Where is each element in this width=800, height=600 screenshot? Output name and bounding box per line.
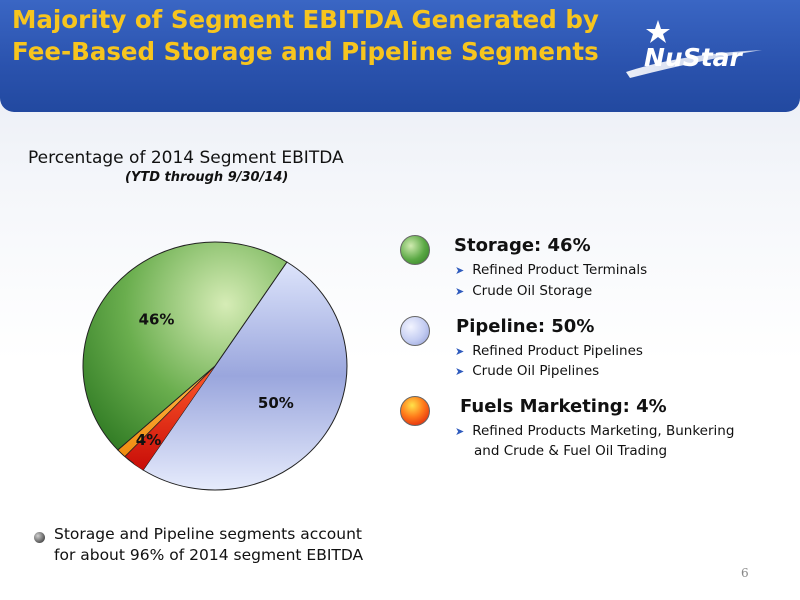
legend-heading-storage: Storage: 46% <box>454 235 591 256</box>
chart-title: Percentage of 2014 Segment EBITDA <box>28 148 344 168</box>
arrow-icon: ➤ <box>455 345 465 358</box>
legend-heading-fuels-marketing: Fuels Marketing: 4% <box>460 396 667 417</box>
logo-text: NuStar <box>644 43 744 72</box>
page-title: Majority of Segment EBITDA Generated by … <box>12 5 599 66</box>
legend-item: ➤ Crude Oil Pipelines <box>455 363 600 379</box>
legend-heading-pipeline: Pipeline: 50% <box>456 316 595 337</box>
pie-slice-storage <box>82 241 288 451</box>
pie-slice-fuels-marketing-shade <box>133 366 215 470</box>
bullet-icon <box>34 532 45 543</box>
legend-item: ➤ Refined Product Pipelines <box>455 343 643 359</box>
page-number: 6 <box>741 566 749 580</box>
header-banner: Majority of Segment EBITDA Generated by … <box>0 0 800 112</box>
arrow-icon: ➤ <box>455 285 465 298</box>
pie-label-pipeline: 50% <box>258 394 294 412</box>
arrow-icon: ➤ <box>455 264 465 277</box>
legend-swatch-storage <box>400 235 430 265</box>
legend-swatch-pipeline <box>400 316 430 346</box>
nustar-logo: NuStar <box>626 20 762 78</box>
pie-chart: 50% 4% 46% <box>82 241 348 491</box>
legend-item-continuation: and Crude & Fuel Oil Trading <box>474 443 668 459</box>
pie-slice-pipeline <box>142 261 348 491</box>
summary-note: Storage and Pipeline segments account fo… <box>54 525 364 564</box>
chart-subtitle: (YTD through 9/30/14) <box>125 170 289 185</box>
legend-item: ➤ Refined Product Terminals <box>455 262 648 278</box>
legend-item: ➤ Refined Products Marketing, Bunkering <box>455 423 735 439</box>
pie-label-storage: 46% <box>139 311 175 329</box>
legend-item: ➤ Crude Oil Storage <box>455 283 593 299</box>
pie-label-fuels-marketing: 4% <box>136 431 161 449</box>
legend-swatch-fuels-marketing <box>400 396 430 426</box>
arrow-icon: ➤ <box>455 425 465 438</box>
arrow-icon: ➤ <box>455 365 465 378</box>
